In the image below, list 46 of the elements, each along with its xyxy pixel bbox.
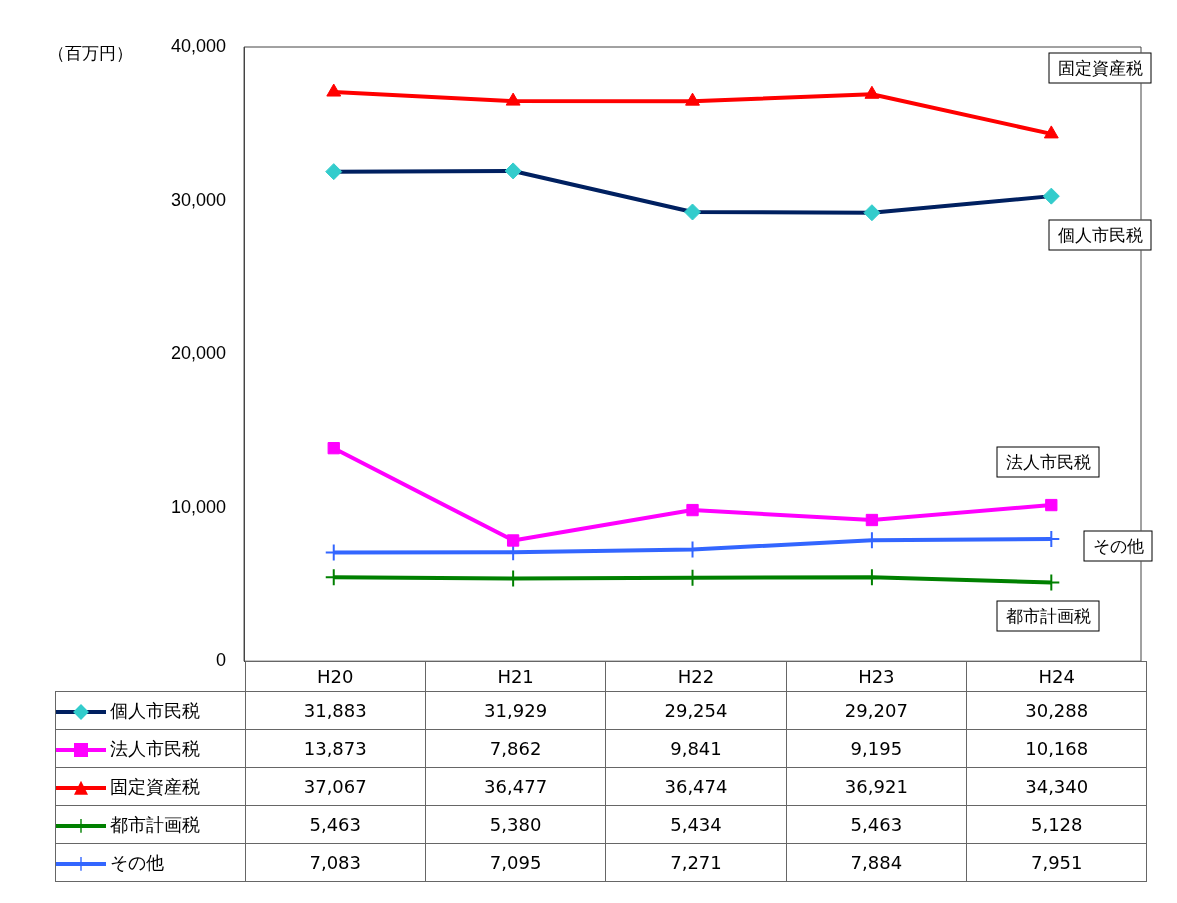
data-label: 5,463 [245,805,426,844]
data-label: 5,380 [425,805,606,844]
x-tick-label: H21 [425,661,606,692]
x-tick-label: H20 [245,661,426,692]
data-label: 7,884 [786,843,967,882]
data-label: 7,095 [425,843,606,882]
data-label: 31,929 [425,691,606,730]
data-label: 31,883 [245,691,426,730]
data-label: 7,083 [245,843,426,882]
data-label: 36,477 [425,767,606,806]
legend-label: 個人市民税 [110,699,200,721]
text: その他 [1092,535,1144,556]
y-tick-label: 30,000 [170,189,227,210]
y-tick-label: 10,000 [170,496,227,517]
y-tick-label: 40,000 [170,35,227,56]
legend-label: 都市計画税 [110,813,200,835]
data-label: 5,128 [966,805,1147,844]
data-label: 7,271 [605,843,787,882]
y-tick-label: 20,000 [170,343,227,364]
data-label: 5,463 [786,805,967,844]
x-tick-label: H22 [605,661,787,692]
y-tick-label: 0 [216,650,227,671]
text: 固定資産税 [1057,57,1143,78]
data-label: 37,067 [245,767,426,806]
data-label: 10,168 [966,729,1147,768]
legend-label: 固定資産税 [110,775,200,797]
text: 個人市民税 [1057,224,1143,245]
data-label: 36,474 [605,767,787,806]
data-label: 29,207 [786,691,967,730]
x-tick-label: H24 [966,661,1147,692]
y-axis-title: （百万円） [48,42,133,65]
x-tick-label: H23 [786,661,967,692]
data-label: 7,862 [425,729,606,768]
data-label: 29,254 [605,691,787,730]
data-label: 30,288 [966,691,1147,730]
text: 法人市民税 [1005,451,1091,472]
text: 都市計画税 [1005,605,1091,626]
data-label: 36,921 [786,767,967,806]
data-label: 34,340 [966,767,1147,806]
data-label: 7,951 [966,843,1147,882]
data-label: 13,873 [245,729,426,768]
legend-label: 法人市民税 [110,737,200,759]
data-label: 5,434 [605,805,787,844]
data-label: 9,841 [605,729,787,768]
data-label: 9,195 [786,729,967,768]
legend-label: その他 [110,851,164,873]
